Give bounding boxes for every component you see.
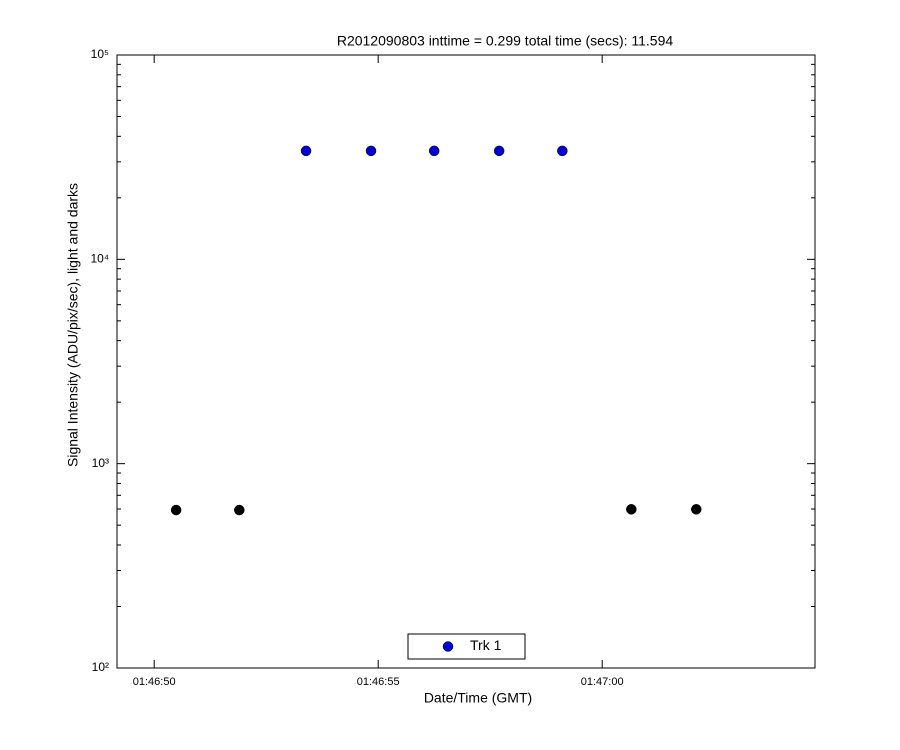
x-tick-label: 01:46:55 xyxy=(357,676,400,688)
point xyxy=(557,145,568,157)
x-axis-label: Date/Time (GMT) xyxy=(424,690,532,706)
y-tick-label: 10⁴ xyxy=(90,252,109,266)
x-tick-label: 01:46:50 xyxy=(133,676,176,688)
point xyxy=(300,145,312,157)
point xyxy=(170,504,182,516)
point xyxy=(428,145,440,157)
x-tick-label: 01:47:00 xyxy=(581,676,624,688)
point xyxy=(626,504,637,515)
y-tick-label: 10⁵ xyxy=(91,47,109,61)
point xyxy=(234,504,245,516)
legend-marker xyxy=(442,641,454,652)
point xyxy=(365,145,377,157)
y-tick-label: 10³ xyxy=(92,456,109,470)
chart-title: R2012090803 inttime = 0.299 total time (… xyxy=(337,33,674,49)
point xyxy=(691,504,702,515)
point xyxy=(493,145,505,157)
legend-box xyxy=(407,633,526,660)
plot-area xyxy=(116,54,816,669)
y-axis-label: Signal Intensity (ADU/pix/sec), light an… xyxy=(65,183,81,467)
legend-label: Trk 1 xyxy=(470,637,502,653)
y-tick-label: 10² xyxy=(92,660,109,674)
